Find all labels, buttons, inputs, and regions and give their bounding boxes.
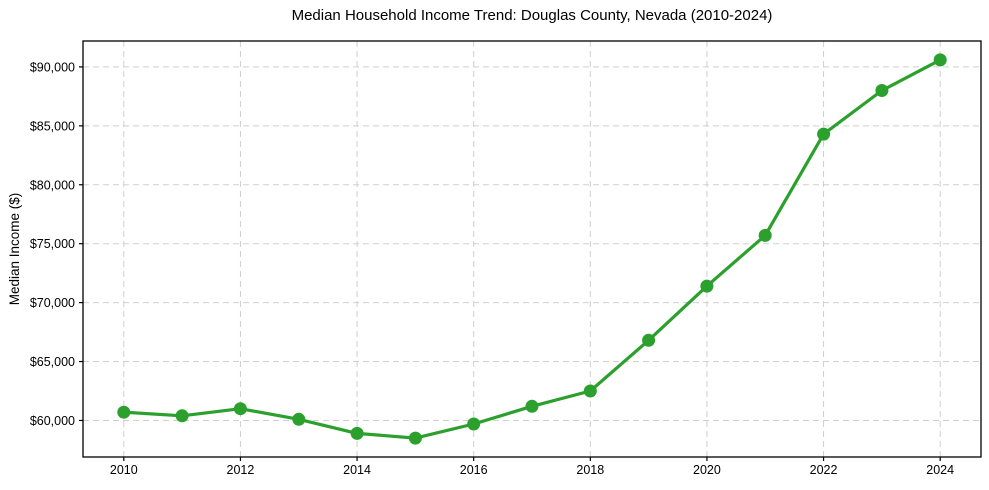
x-tick-label: 2010 bbox=[110, 463, 138, 477]
data-point-2019 bbox=[642, 333, 656, 347]
x-tick-label: 2024 bbox=[926, 463, 954, 477]
data-point-2012 bbox=[233, 402, 247, 416]
y-tick-label: $70,000 bbox=[30, 296, 75, 310]
y-tick-label: $65,000 bbox=[30, 355, 75, 369]
data-point-2024 bbox=[933, 53, 947, 67]
trend-line bbox=[122, 58, 942, 440]
tick-labels: 2010 2012 2014 2016 2018 2020 2022 2024 $60,000 $… bbox=[30, 60, 954, 477]
x-tick-label: 2016 bbox=[460, 463, 488, 477]
data-point-2010 bbox=[117, 405, 131, 419]
data-point-2018 bbox=[583, 384, 597, 398]
x-tick-label: 2020 bbox=[693, 463, 721, 477]
data-point-2017 bbox=[525, 399, 539, 413]
data-point-2014 bbox=[350, 426, 364, 440]
axis-ticks bbox=[79, 66, 941, 461]
gridlines bbox=[83, 41, 981, 457]
x-tick-label: 2022 bbox=[810, 463, 838, 477]
y-tick-label: $90,000 bbox=[30, 60, 75, 74]
data-point-2016 bbox=[467, 417, 481, 431]
data-point-2020 bbox=[700, 279, 714, 293]
data-point-2022 bbox=[817, 127, 831, 141]
y-tick-label: $85,000 bbox=[30, 119, 75, 133]
data-point-2013 bbox=[292, 412, 306, 426]
y-tick-label: $80,000 bbox=[30, 178, 75, 192]
y-tick-label: $75,000 bbox=[30, 237, 75, 251]
data-point-2011 bbox=[175, 409, 189, 423]
x-tick-label: 2018 bbox=[576, 463, 604, 477]
plot-frame bbox=[82, 40, 982, 458]
x-tick-label: 2014 bbox=[343, 463, 371, 477]
data-point-2023 bbox=[875, 84, 889, 97]
data-point-2021 bbox=[758, 228, 772, 242]
y-axis-label: Median Income ($) bbox=[7, 193, 22, 306]
y-tick-label: $60,000 bbox=[30, 414, 75, 428]
data-series bbox=[117, 53, 947, 445]
data-point-2015 bbox=[408, 431, 422, 445]
chart-title: Median Household Income Trend: Douglas C… bbox=[292, 7, 773, 24]
x-tick-label: 2012 bbox=[227, 463, 255, 477]
